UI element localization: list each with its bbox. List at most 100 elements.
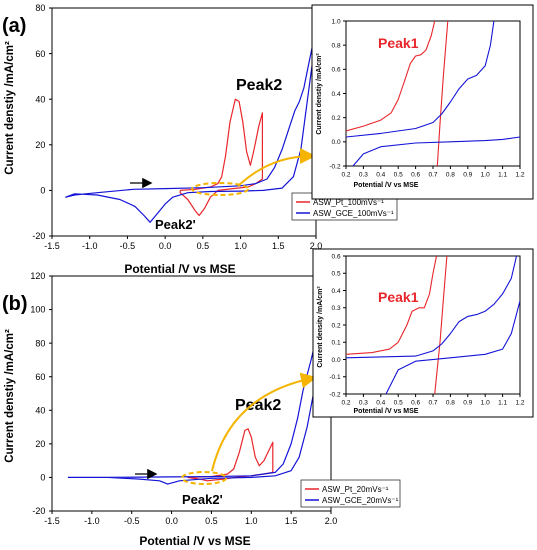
panel-a-inset-xtick-label-0: 0.2 — [341, 172, 350, 179]
panel-a-inset-peak1-annotation: Peak1 — [378, 35, 419, 51]
panel-b-inset-frame — [312, 248, 534, 418]
panel-a-inset-xtick-label-10: 1.2 — [515, 172, 524, 179]
panel-b-inset-xtick-label-5: 0.7 — [428, 400, 437, 407]
panel-b-ytick-label-5: 80 — [35, 338, 45, 348]
panel-b-label: (b) — [2, 293, 28, 315]
panel-a-xtick-label-2: -0.5 — [120, 241, 136, 251]
panel-b-inset-series-1-line-0 — [346, 256, 518, 359]
panel-b-inset-series-0-line-1 — [434, 256, 448, 394]
panel-a-legend-label-pt: ASW_Pt_100mVs⁻¹ — [313, 198, 384, 207]
panel-b-ylabel: Current denstiy /mA/cm² — [4, 329, 16, 463]
panel-a-xtick-label-0: -1.5 — [44, 241, 60, 251]
panel-a-inset-series-0-line-0 — [346, 21, 436, 132]
panel-b-inset-xlabel: Potential /V vs MSE — [354, 408, 419, 415]
panel-b-chart: (b) -1.5 -1.0 -0.5 0.0 0.5 1.0 1.5 2.0 -20 0 20 40 6… — [2, 271, 401, 548]
panel-a-inset-marks: 0.2 0.3 0.4 0.5 0.6 0.7 0.8 0.9 1.0 1.1 1.2 -0.2 0.0… — [329, 18, 525, 178]
panel-a-inset-xtick-label-3: 0.5 — [394, 172, 403, 179]
panel-a-label: (a) — [2, 15, 26, 37]
panel-b-xtick-label-0: -1.5 — [44, 516, 60, 526]
panel-a-inset-ytick-label-1: 0.0 — [332, 139, 341, 146]
panel-b-series-1-line — [67, 278, 330, 485]
panel-b-zoom-connector-arrow — [211, 372, 317, 472]
panel-a-inset-xtick-label-5: 0.7 — [428, 172, 437, 179]
panel-a-plot-frame — [51, 7, 317, 237]
panel-a-xlabel: Potential /V vs MSE — [124, 262, 235, 276]
panel-a-xtick-label-3: 0.0 — [159, 241, 172, 251]
panel-b-inset-series-0-line-0 — [346, 256, 438, 355]
panel-b-inset-ytick-label-4: 0.2 — [332, 322, 341, 329]
panel-a-inset-frame — [311, 4, 534, 200]
panel-a-ytick-label-2: 20 — [35, 140, 45, 150]
panel-a-inset-xtick-label-2: 0.4 — [376, 172, 385, 179]
panel-b-xtick-label-1: -1.0 — [84, 516, 100, 526]
panel-b-xlabel: Potential /V vs MSE — [139, 534, 250, 548]
panel-b-xtick-label-4: 0.5 — [205, 516, 218, 526]
panel-a-ytick-label-3: 40 — [35, 94, 45, 104]
panel-a-inset-series-1-line-1 — [352, 136, 520, 166]
panel-b-xtick-label-2: -0.5 — [124, 516, 140, 526]
panel-a-inset-ytick-label-3: 0.4 — [332, 91, 341, 98]
panel-a-inset-ytick-label-5: 0.8 — [332, 42, 341, 49]
panel-b-inset-ytick-label-0: -0.2 — [329, 391, 341, 398]
panel-a-legend-label-gce: ASW_GCE_100mVs⁻¹ — [313, 209, 394, 218]
panel-a-xtick-label-1: -1.0 — [82, 241, 98, 251]
panel-a-ylabel: Current denstiy /mA/cm² — [4, 41, 16, 175]
panel-b-plot-frame — [51, 275, 332, 512]
panel-a-ytick-label-0: -20 — [32, 231, 45, 241]
panel-a-inset-xlabel: Potential /V vs MSE — [354, 182, 419, 189]
panel-b-legend-label-gce: ASW_GCE_20mVs⁻¹ — [322, 496, 399, 505]
panel-a-xtick-label-7: 2.0 — [310, 241, 323, 251]
panel-b-ytick-label-3: 40 — [35, 405, 45, 415]
panel-a-inset-xtick-label-8: 1.0 — [481, 172, 490, 179]
panel-a-chart: (a) -1.5 -1.0 -0.5 0.0 0.5 1.0 1.5 2.0 -20 0 20 40 6… — [2, 3, 398, 276]
panel-a-marks: -1.5 -1.0 -0.5 0.0 0.5 1.0 1.5 2.0 -20 0 20 40 60 80 — [32, 3, 322, 251]
panel-b-inset-marks: 0.2 0.3 0.4 0.5 0.6 0.7 0.8 0.9 1.0 1.1 1.2 -0.2 -0.… — [329, 253, 525, 406]
panel-a-ytick-label-5: 80 — [35, 3, 45, 13]
panel-b-inset-peak1-annotation: Peak1 — [378, 289, 419, 305]
panel-b-inset-ytick-label-5: 0.3 — [332, 305, 341, 312]
panel-a-zoom-region-ellipse — [191, 182, 249, 196]
panel-b-inset-xtick-label-7: 0.9 — [463, 400, 472, 407]
panel-b-inset-ytick-label-8: 0.6 — [332, 253, 341, 260]
panel-b-legend-label-pt: ASW_Pt_20mVs⁻¹ — [322, 485, 389, 494]
panel-a-inset-chart: 0.2 0.3 0.4 0.5 0.6 0.7 0.8 0.9 1.0 1.1 1.2 -0.2 0.0… — [311, 4, 534, 200]
panel-a-inset-xtick-label-1: 0.3 — [359, 172, 368, 179]
panel-a-inset-xtick-label-4: 0.6 — [411, 172, 420, 179]
panel-b-inset-xtick-label-0: 0.2 — [341, 400, 350, 407]
panel-b-inset-xtick-label-3: 0.5 — [394, 400, 403, 407]
panel-b-inset-ytick-label-1: -0.1 — [329, 374, 341, 381]
panel-b-inset-ytick-label-3: 0.1 — [332, 340, 341, 347]
panel-b-inset-chart: 0.2 0.3 0.4 0.5 0.6 0.7 0.8 0.9 1.0 1.1 1.2 -0.2 -0.… — [312, 248, 534, 418]
panel-b-inset-xtick-label-10: 1.2 — [515, 400, 524, 407]
panel-b-series-0-line — [187, 428, 274, 482]
panel-b-marks: -1.5 -1.0 -0.5 0.0 0.5 1.0 1.5 2.0 -20 0 20 40 60 80 1… — [30, 271, 337, 526]
panel-a-xtick-label-4: 0.5 — [197, 241, 210, 251]
panel-a-inset-series-1-line-0 — [346, 21, 495, 138]
panel-b-xtick-label-3: 0.0 — [165, 516, 178, 526]
panel-a-inset-series-0-line-1 — [436, 21, 449, 166]
panel-b-inset-ytick-label-7: 0.5 — [332, 271, 341, 278]
panel-a-xtick-label-6: 1.5 — [272, 241, 285, 251]
panel-a-xtick-label-5: 1.0 — [234, 241, 247, 251]
panel-b-peak2prime-annotation: Peak2' — [182, 492, 223, 507]
panel-a-series-1-line — [65, 27, 316, 223]
panel-a-zoom-connector-arrow — [237, 148, 316, 187]
panel-a-inset-ytick-label-4: 0.6 — [332, 67, 341, 74]
panel-a-inset-xtick-label-9: 1.1 — [498, 172, 507, 179]
panel-b-inset-xtick-label-6: 0.8 — [446, 400, 455, 407]
panel-b-inset-ytick-label-6: 0.4 — [332, 288, 341, 295]
panel-b-ytick-label-1: 0 — [40, 473, 45, 483]
panel-a-peak2-annotation: Peak2 — [236, 77, 282, 94]
panel-b-inset-xtick-label-9: 1.1 — [498, 400, 507, 407]
panel-b-inset-series-1-line-1 — [385, 300, 520, 394]
panel-a-series-0-line — [179, 98, 263, 217]
panel-b-inset-ylabel: Current density /mA/cm² — [317, 286, 324, 368]
panel-a-peak2prime-annotation: Peak2' — [155, 217, 196, 232]
panel-a-ytick-label-4: 60 — [35, 49, 45, 59]
panel-b-ytick-label-6: 100 — [30, 305, 45, 315]
panel-a-inset-xtick-label-7: 0.9 — [463, 172, 472, 179]
panel-b-ytick-label-0: -20 — [32, 506, 45, 516]
panel-b-inset-xtick-label-8: 1.0 — [481, 400, 490, 407]
panel-b-ytick-label-4: 60 — [35, 372, 45, 382]
